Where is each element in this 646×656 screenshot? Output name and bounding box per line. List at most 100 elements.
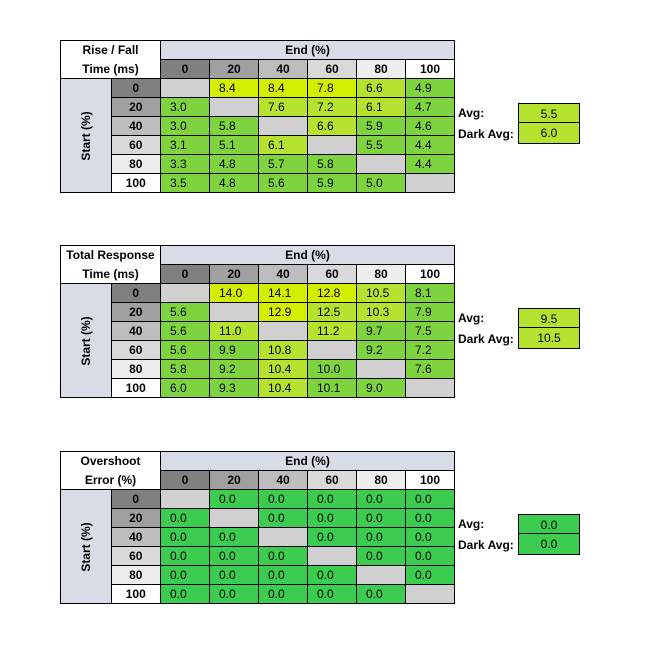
value-cell: 3.1 [160, 135, 210, 155]
table-row: 40 0.0 0.0 0.0 0.0 0.0 [61, 527, 455, 547]
value-cell: 7.6 [258, 97, 308, 117]
value-cell: 7.6 [405, 359, 455, 379]
table-label-line2: Time (ms) [60, 59, 161, 79]
value-cell: 4.8 [209, 154, 259, 174]
dark-avg-row: Dark Avg: 10.5 [458, 328, 580, 349]
table-row: Start (%) 0 14.0 14.1 12.8 10.5 8.1 [60, 283, 455, 398]
value-cell: 3.0 [160, 97, 210, 117]
avg-value: 0.0 [518, 513, 580, 534]
end-column-header: 100 [405, 59, 455, 79]
diagonal-cell [258, 116, 308, 136]
end-column-header: 0 [160, 264, 210, 284]
value-cell: 4.4 [405, 154, 455, 174]
value-cell: 0.0 [160, 584, 210, 604]
end-column-header: 0 [160, 470, 210, 490]
dark-avg-value: 10.5 [518, 328, 580, 349]
start-row-header: 0 [110, 283, 161, 303]
start-row-header: 20 [110, 302, 161, 322]
diagonal-cell [209, 508, 259, 528]
value-cell: 9.0 [356, 378, 406, 398]
end-column-header: 40 [258, 470, 308, 490]
overshoot-averages: Avg: 0.0 Dark Avg: 0.0 [458, 513, 580, 555]
start-row-header: 80 [110, 359, 161, 379]
end-column-header: 20 [209, 59, 259, 79]
value-cell: 10.4 [258, 359, 308, 379]
start-row-header: 20 [110, 508, 161, 528]
value-cell: 4.8 [209, 173, 259, 193]
value-cell: 9.7 [356, 321, 406, 341]
value-cell: 5.8 [160, 359, 210, 379]
table-label-line1: Total Response [60, 245, 161, 265]
avg-value: 5.5 [518, 102, 580, 123]
value-cell: 10.3 [356, 302, 406, 322]
start-row-header: 80 [110, 565, 161, 585]
table-label-line1: Overshoot [60, 451, 161, 471]
value-cell: 4.9 [405, 78, 455, 98]
value-cell: 0.0 [209, 565, 259, 585]
dark-avg-row: Dark Avg: 0.0 [458, 534, 580, 555]
value-cell: 0.0 [405, 546, 455, 566]
value-cell: 0.0 [160, 546, 210, 566]
start-row-header: 0 [110, 489, 161, 509]
value-cell: 9.2 [356, 340, 406, 360]
avg-label: Avg: [458, 310, 485, 325]
start-row-header: 60 [110, 135, 161, 155]
end-column-header: 80 [356, 59, 406, 79]
start-row-header: 40 [110, 527, 161, 547]
value-cell: 5.8 [209, 116, 259, 136]
start-row-header: 100 [110, 173, 161, 193]
start-percent-header: Start (%) [60, 283, 112, 398]
value-cell: 0.0 [307, 508, 357, 528]
value-cell: 0.0 [258, 489, 308, 509]
value-cell: 5.8 [307, 154, 357, 174]
value-cell: 5.6 [160, 302, 210, 322]
avg-value: 9.5 [518, 307, 580, 328]
table-row: 100 3.5 4.8 5.6 5.9 5.0 [61, 173, 455, 193]
value-cell: 6.6 [307, 116, 357, 136]
table-row: Start (%) 0 0.0 0.0 0.0 0.0 0.0 [60, 489, 455, 604]
start-row-header: 100 [110, 584, 161, 604]
end-column-header: 20 [209, 470, 259, 490]
value-cell: 0.0 [356, 508, 406, 528]
value-cell: 9.2 [209, 359, 259, 379]
value-cell: 10.1 [307, 378, 357, 398]
value-cell: 9.9 [209, 340, 259, 360]
start-row-header: 40 [110, 321, 161, 341]
avg-label: Avg: [458, 105, 485, 120]
value-cell: 8.4 [258, 78, 308, 98]
table-row: 100 6.0 9.3 10.4 10.1 9.0 [61, 378, 455, 398]
value-cell: 6.0 [160, 378, 210, 398]
diagonal-cell [356, 565, 406, 585]
overshoot-table: Overshoot End (%) Error (%) 0 20 40 60 80 100 Sta… [60, 451, 455, 604]
end-column-header: 60 [307, 264, 357, 284]
value-cell: 8.1 [405, 283, 455, 303]
table-label-line1: Rise / Fall [60, 40, 161, 60]
value-cell: 0.0 [405, 489, 455, 509]
value-cell: 0.0 [405, 527, 455, 547]
end-column-header: 80 [356, 470, 406, 490]
value-cell: 0.0 [307, 584, 357, 604]
value-cell: 3.3 [160, 154, 210, 174]
dark-avg-value: 0.0 [518, 534, 580, 555]
value-cell: 5.1 [209, 135, 259, 155]
diagonal-cell [356, 359, 406, 379]
table-row: 60 3.1 5.1 6.1 5.5 4.4 [61, 135, 455, 155]
value-cell: 5.0 [356, 173, 406, 193]
diagonal-cell [258, 527, 308, 547]
total-response-table: Total Response End (%) Time (ms) 0 20 40 60 80 1… [60, 245, 455, 398]
avg-label: Avg: [458, 516, 485, 531]
start-row-header: 40 [110, 116, 161, 136]
diagonal-cell [209, 97, 259, 117]
value-cell: 3.5 [160, 173, 210, 193]
diagonal-cell [160, 489, 210, 509]
dark-avg-label: Dark Avg: [458, 126, 514, 141]
value-cell: 14.0 [209, 283, 259, 303]
value-cell: 10.8 [258, 340, 308, 360]
value-cell: 8.4 [209, 78, 259, 98]
start-percent-label: Start (%) [78, 110, 93, 161]
value-cell: 0.0 [160, 565, 210, 585]
value-cell: 5.9 [356, 116, 406, 136]
table-row: 20 5.6 12.9 12.5 10.3 7.9 [61, 302, 455, 322]
value-cell: 7.8 [307, 78, 357, 98]
value-cell: 0.0 [356, 546, 406, 566]
